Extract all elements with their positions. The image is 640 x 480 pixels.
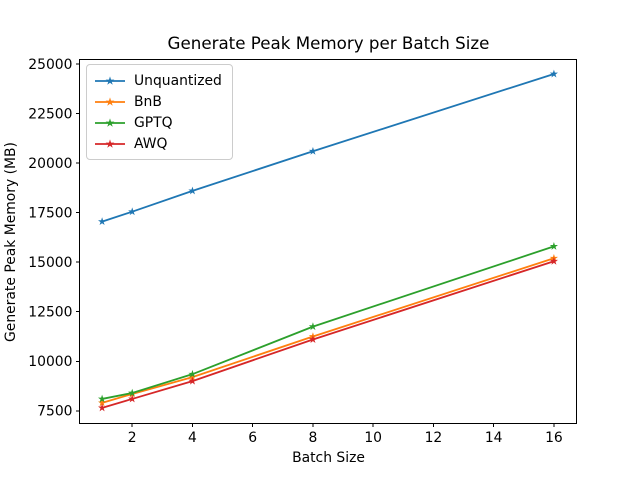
series-marker-bnb	[98, 398, 107, 407]
series-marker-bnb	[188, 372, 197, 381]
legend-item-label: GPTQ	[134, 114, 173, 131]
chart-title: Generate Peak Memory per Batch Size	[167, 33, 490, 53]
x-axis-tick-label: 12	[425, 430, 443, 446]
y-axis-tick-label: 20000	[28, 156, 72, 172]
legend-item-awq: AWQ	[94, 133, 222, 154]
y-axis-tick-label: 12500	[28, 304, 72, 320]
series-marker-awq	[308, 335, 318, 343]
legend-item-bnb: BnB	[94, 91, 222, 112]
y-axis-tick-label: 25000	[28, 57, 72, 73]
x-axis-label: Batch Size	[292, 450, 365, 466]
series-marker-unquantized	[308, 146, 318, 155]
series-marker-gptq	[98, 394, 107, 403]
x-axis-tick-label: 16	[545, 430, 563, 446]
legend-item-unquantized: Unquantized	[94, 70, 222, 91]
series-marker-unquantized	[98, 217, 107, 226]
series-line-gptq	[101, 245, 555, 400]
star-marker-icon	[105, 96, 115, 106]
star-marker-icon	[105, 75, 115, 85]
y-axis-tick-label: 17500	[28, 205, 72, 221]
legend-item-gptq: GPTQ	[94, 112, 222, 133]
y-axis-label: Generate Peak Memory (MB)	[3, 142, 19, 342]
legend-item-label: BnB	[134, 93, 162, 110]
x-axis-tick-label: 8	[309, 430, 318, 446]
series-line-awq	[101, 260, 555, 409]
x-axis-tick-label: 6	[248, 430, 257, 446]
series-marker-gptq	[128, 388, 137, 397]
legend-line-sample	[95, 96, 125, 106]
x-axis-tick-label: 14	[485, 430, 503, 446]
x-axis-tick-label: 4	[188, 430, 197, 446]
series-marker-awq	[98, 403, 107, 412]
series-marker-unquantized	[188, 186, 197, 195]
x-axis-tick-label: 2	[128, 430, 137, 446]
series-marker-awq	[188, 376, 197, 385]
legend: Unquantized BnB GPTQ AWQ	[86, 64, 233, 160]
series-marker-gptq	[188, 369, 197, 378]
y-axis-tick-label: 7500	[37, 404, 72, 420]
legend-line-sample	[95, 117, 125, 127]
legend-line-sample	[95, 75, 125, 85]
series-marker-gptq	[308, 322, 318, 331]
series-marker-gptq	[549, 242, 558, 250]
legend-item-label: Unquantized	[134, 72, 222, 89]
legend-item-label: AWQ	[134, 135, 168, 152]
star-marker-icon	[105, 117, 115, 127]
y-axis-tick-label: 10000	[28, 354, 72, 370]
y-axis-tick-label: 15000	[28, 255, 72, 271]
plot-frame	[79, 59, 577, 424]
x-axis-tick-label: 10	[364, 430, 382, 446]
series-marker-unquantized	[549, 69, 558, 78]
legend-line-sample	[95, 138, 125, 148]
star-marker-icon	[105, 138, 115, 148]
y-axis-tick-label: 22500	[28, 106, 72, 122]
series-marker-unquantized	[128, 207, 137, 216]
series-marker-awq	[549, 256, 558, 265]
series-marker-awq	[128, 394, 137, 403]
